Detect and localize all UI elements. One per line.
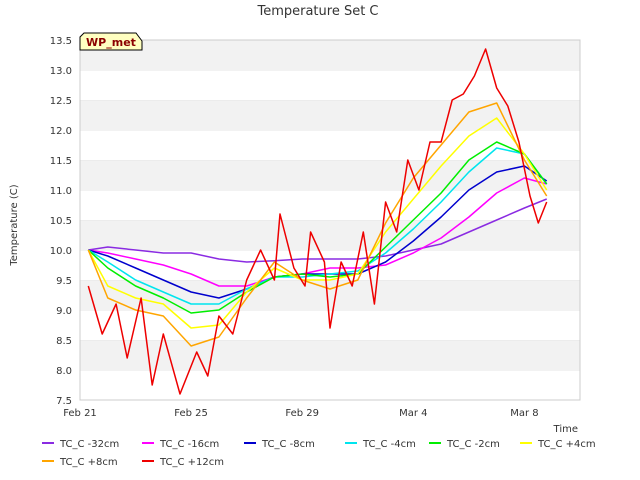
grid-band bbox=[80, 40, 580, 70]
series-line-tc-c-8cm bbox=[88, 165, 548, 299]
legend-label: TC_C +8cm bbox=[59, 457, 118, 468]
legend-item: TC_C +4cm bbox=[520, 439, 596, 450]
x-tick-label: Mar 8 bbox=[510, 408, 538, 419]
y-tick-label: 7.5 bbox=[56, 396, 72, 407]
y-tick-label: 9.0 bbox=[56, 306, 72, 317]
legend-label: TC_C -32cm bbox=[59, 439, 119, 450]
y-tick-label: 9.5 bbox=[56, 276, 72, 287]
grid-band bbox=[80, 100, 580, 130]
y-tick-label: 13.5 bbox=[50, 36, 72, 47]
series-line-tc-c-8cm bbox=[87, 102, 548, 347]
legend-label: TC_C -2cm bbox=[446, 439, 500, 450]
y-tick-label: 11.0 bbox=[50, 186, 72, 197]
y-tick-label: 13.0 bbox=[50, 66, 72, 77]
legend-item: TC_C +12cm bbox=[142, 457, 224, 468]
series-line-tc-c-2cm bbox=[87, 141, 548, 314]
legend: TC_C -32cm TC_C -16cm TC_C -8cm TC_C -4cm TC… bbox=[42, 439, 596, 468]
grid-band bbox=[80, 340, 580, 370]
legend-label: TC_C -8cm bbox=[261, 439, 315, 450]
plot-frame bbox=[79, 39, 581, 401]
legend-item: TC_C -2cm bbox=[429, 439, 500, 450]
x-tick-label: Mar 4 bbox=[399, 408, 427, 419]
series-lines bbox=[87, 48, 548, 395]
grid-band bbox=[80, 250, 580, 280]
y-axis-ticks: 7.5 8.0 8.5 9.0 9.5 10.0 10.5 11.0 11.5 12.0 12.5 1… bbox=[50, 36, 72, 407]
x-axis-ticks: Feb 21 Feb 25 Feb 29 Mar 4 Mar 8 bbox=[63, 408, 538, 419]
y-tick-label: 8.0 bbox=[56, 366, 72, 377]
series-line-tc-c-16cm bbox=[88, 177, 547, 287]
series-line-tc-c-12cm bbox=[87, 48, 548, 395]
grid-band bbox=[80, 190, 580, 220]
legend-label: TC_C +4cm bbox=[537, 439, 596, 450]
legend-label: TC_C +12cm bbox=[159, 457, 224, 468]
plot-background-bands bbox=[80, 39, 580, 400]
series-line-tc-c-4cm bbox=[87, 117, 548, 329]
grid-band bbox=[80, 160, 580, 190]
y-tick-label: 12.0 bbox=[50, 126, 72, 137]
grid-band bbox=[80, 220, 580, 250]
y-axis-label: Temperature (C) bbox=[9, 184, 20, 266]
grid-band bbox=[80, 370, 580, 400]
x-axis-label: Time bbox=[553, 424, 578, 435]
legend-label: TC_C -16cm bbox=[159, 439, 219, 450]
legend-item: TC_C -32cm bbox=[42, 439, 119, 450]
grid-band bbox=[80, 130, 580, 160]
x-tick-label: Feb 29 bbox=[285, 408, 319, 419]
y-tick-label: 11.5 bbox=[50, 156, 72, 167]
legend-item: TC_C -16cm bbox=[142, 439, 219, 450]
legend-item: TC_C -4cm bbox=[345, 439, 416, 450]
x-tick-label: Feb 21 bbox=[63, 408, 97, 419]
legend-item: TC_C -8cm bbox=[244, 439, 315, 450]
badge-label: WP_met bbox=[86, 36, 136, 49]
y-tick-label: 8.5 bbox=[56, 336, 72, 347]
legend-label: TC_C -4cm bbox=[362, 439, 416, 450]
chart-title: Temperature Set C bbox=[256, 4, 378, 19]
grid-band bbox=[80, 70, 580, 100]
legend-item: TC_C +8cm bbox=[42, 457, 118, 468]
wp-met-badge: WP_met bbox=[79, 32, 143, 51]
y-tick-label: 12.5 bbox=[50, 96, 72, 107]
x-tick-label: Feb 25 bbox=[174, 408, 208, 419]
y-tick-label: 10.5 bbox=[50, 216, 72, 227]
y-tick-label: 10.0 bbox=[50, 246, 72, 257]
series-line-tc-c-32cm bbox=[88, 198, 547, 263]
